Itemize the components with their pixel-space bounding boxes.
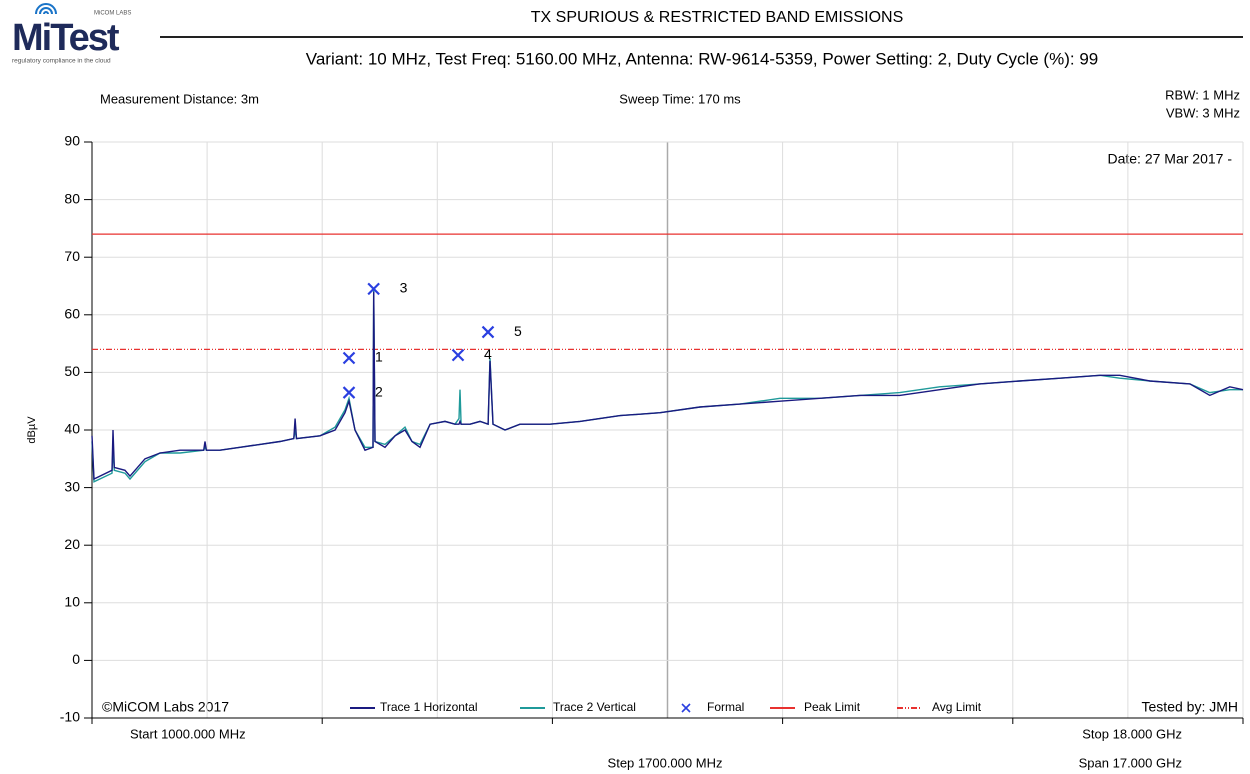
marker-label: 4: [484, 346, 492, 362]
y-tick-label: -10: [60, 709, 80, 725]
marker: [451, 348, 465, 362]
logo: MiTest MiCOM LABS regulatory compliance …: [12, 3, 131, 65]
info-sweep: Sweep Time: 170 ms: [619, 91, 741, 106]
y-tick-label: 90: [64, 133, 80, 149]
marker: [342, 351, 356, 365]
legend-label: Avg Limit: [932, 700, 982, 714]
info-rbw: RBW: 1 MHz: [1165, 87, 1240, 102]
y-tick-label: 40: [64, 421, 80, 437]
y-tick-label: 10: [64, 594, 80, 610]
copyright: ©MiCOM Labs 2017: [102, 699, 229, 715]
logo-maker: MiCOM LABS: [94, 11, 131, 17]
chart-subtitle: Variant: 10 MHz, Test Freq: 5160.00 MHz,…: [306, 49, 1098, 68]
y-tick-label: 0: [72, 651, 80, 667]
y-axis-label: dBµV: [26, 416, 38, 444]
y-tick-label: 70: [64, 248, 80, 264]
logo-icon: [35, 3, 57, 15]
y-tick-label: 50: [64, 363, 80, 379]
y-tick-label: 60: [64, 306, 80, 322]
marker-label: 2: [375, 383, 383, 399]
info-vbw: VBW: 3 MHz: [1166, 105, 1240, 120]
info-stop: Stop 18.000 GHz: [1082, 726, 1182, 741]
marker: [481, 325, 495, 339]
y-tick-label: 30: [64, 478, 80, 494]
legend-swatch: [681, 703, 691, 713]
info-date: Date: 27 Mar 2017 -: [1107, 151, 1232, 167]
trace-line: [91, 291, 1244, 481]
marker-label: 3: [400, 280, 408, 296]
legend-label: Trace 2 Vertical: [553, 700, 636, 714]
legend-label: Trace 1 Horizontal: [380, 700, 478, 714]
logo-tagline: regulatory compliance in the cloud: [12, 58, 111, 65]
legend-label: Peak Limit: [804, 700, 861, 714]
marker-label: 5: [514, 323, 522, 339]
logo-name-text: MiTest: [12, 17, 120, 59]
marker-label: 1: [375, 349, 383, 365]
info-start: Start 1000.000 MHz: [130, 726, 246, 741]
info-distance: Measurement Distance: 3m: [100, 91, 259, 106]
info-span: Span 17.000 GHz: [1079, 755, 1182, 770]
chart-title: TX SPURIOUS & RESTRICTED BAND EMISSIONS: [531, 9, 904, 26]
y-tick-label: 80: [64, 190, 80, 206]
logo-name: MiTest: [12, 17, 120, 59]
y-tick-label: 20: [64, 536, 80, 552]
marker: [342, 386, 356, 399]
info-step: Step 1700.000 MHz: [608, 755, 723, 770]
legend-label: Formal: [707, 700, 744, 714]
marker: [367, 282, 380, 296]
tested-by: Tested by: JMH: [1142, 699, 1238, 715]
